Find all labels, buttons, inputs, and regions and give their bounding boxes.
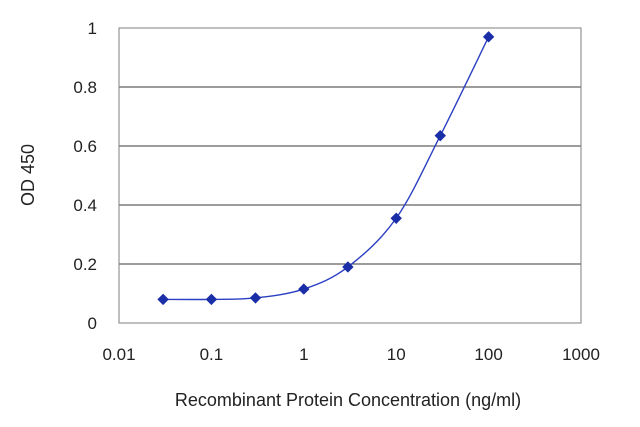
y-tick-label: 0.6: [73, 137, 97, 156]
y-tick-label: 0.4: [73, 196, 97, 215]
x-axis-title: Recombinant Protein Concentration (ng/ml…: [175, 390, 521, 410]
y-tick-label: 0.8: [73, 78, 97, 97]
data-point-diamond: [390, 212, 402, 224]
x-tick-label: 100: [474, 345, 502, 364]
data-point-diamond: [157, 293, 169, 306]
x-tick-label: 10: [387, 345, 406, 364]
data-point-diamond: [249, 292, 262, 304]
y-tick-labels: 0 0.2 0.4 0.6 0.8 1: [73, 19, 97, 333]
y-tick-label: 0: [88, 314, 97, 333]
data-point-diamond: [482, 31, 495, 43]
gridlines: [119, 86, 581, 265]
x-tick-label: 0.1: [200, 345, 224, 364]
x-tick-label: 1: [299, 345, 308, 364]
y-axis-title: OD 450: [18, 144, 38, 206]
x-tick-label: 0.01: [102, 345, 135, 364]
y-tick-label: 0.2: [73, 255, 97, 274]
x-tick-labels: 0.01 0.1 1 10 100 1000: [102, 345, 599, 364]
data-point-diamond: [205, 293, 218, 306]
data-points: [157, 31, 495, 306]
fit-curve: [163, 36, 490, 301]
data-point-diamond: [342, 261, 354, 273]
plot-area: [118, 27, 582, 324]
x-tick-label: 1000: [562, 345, 600, 364]
y-tick-label: 1: [88, 19, 97, 38]
data-point-diamond: [434, 129, 446, 142]
data-point-diamond: [298, 283, 310, 295]
